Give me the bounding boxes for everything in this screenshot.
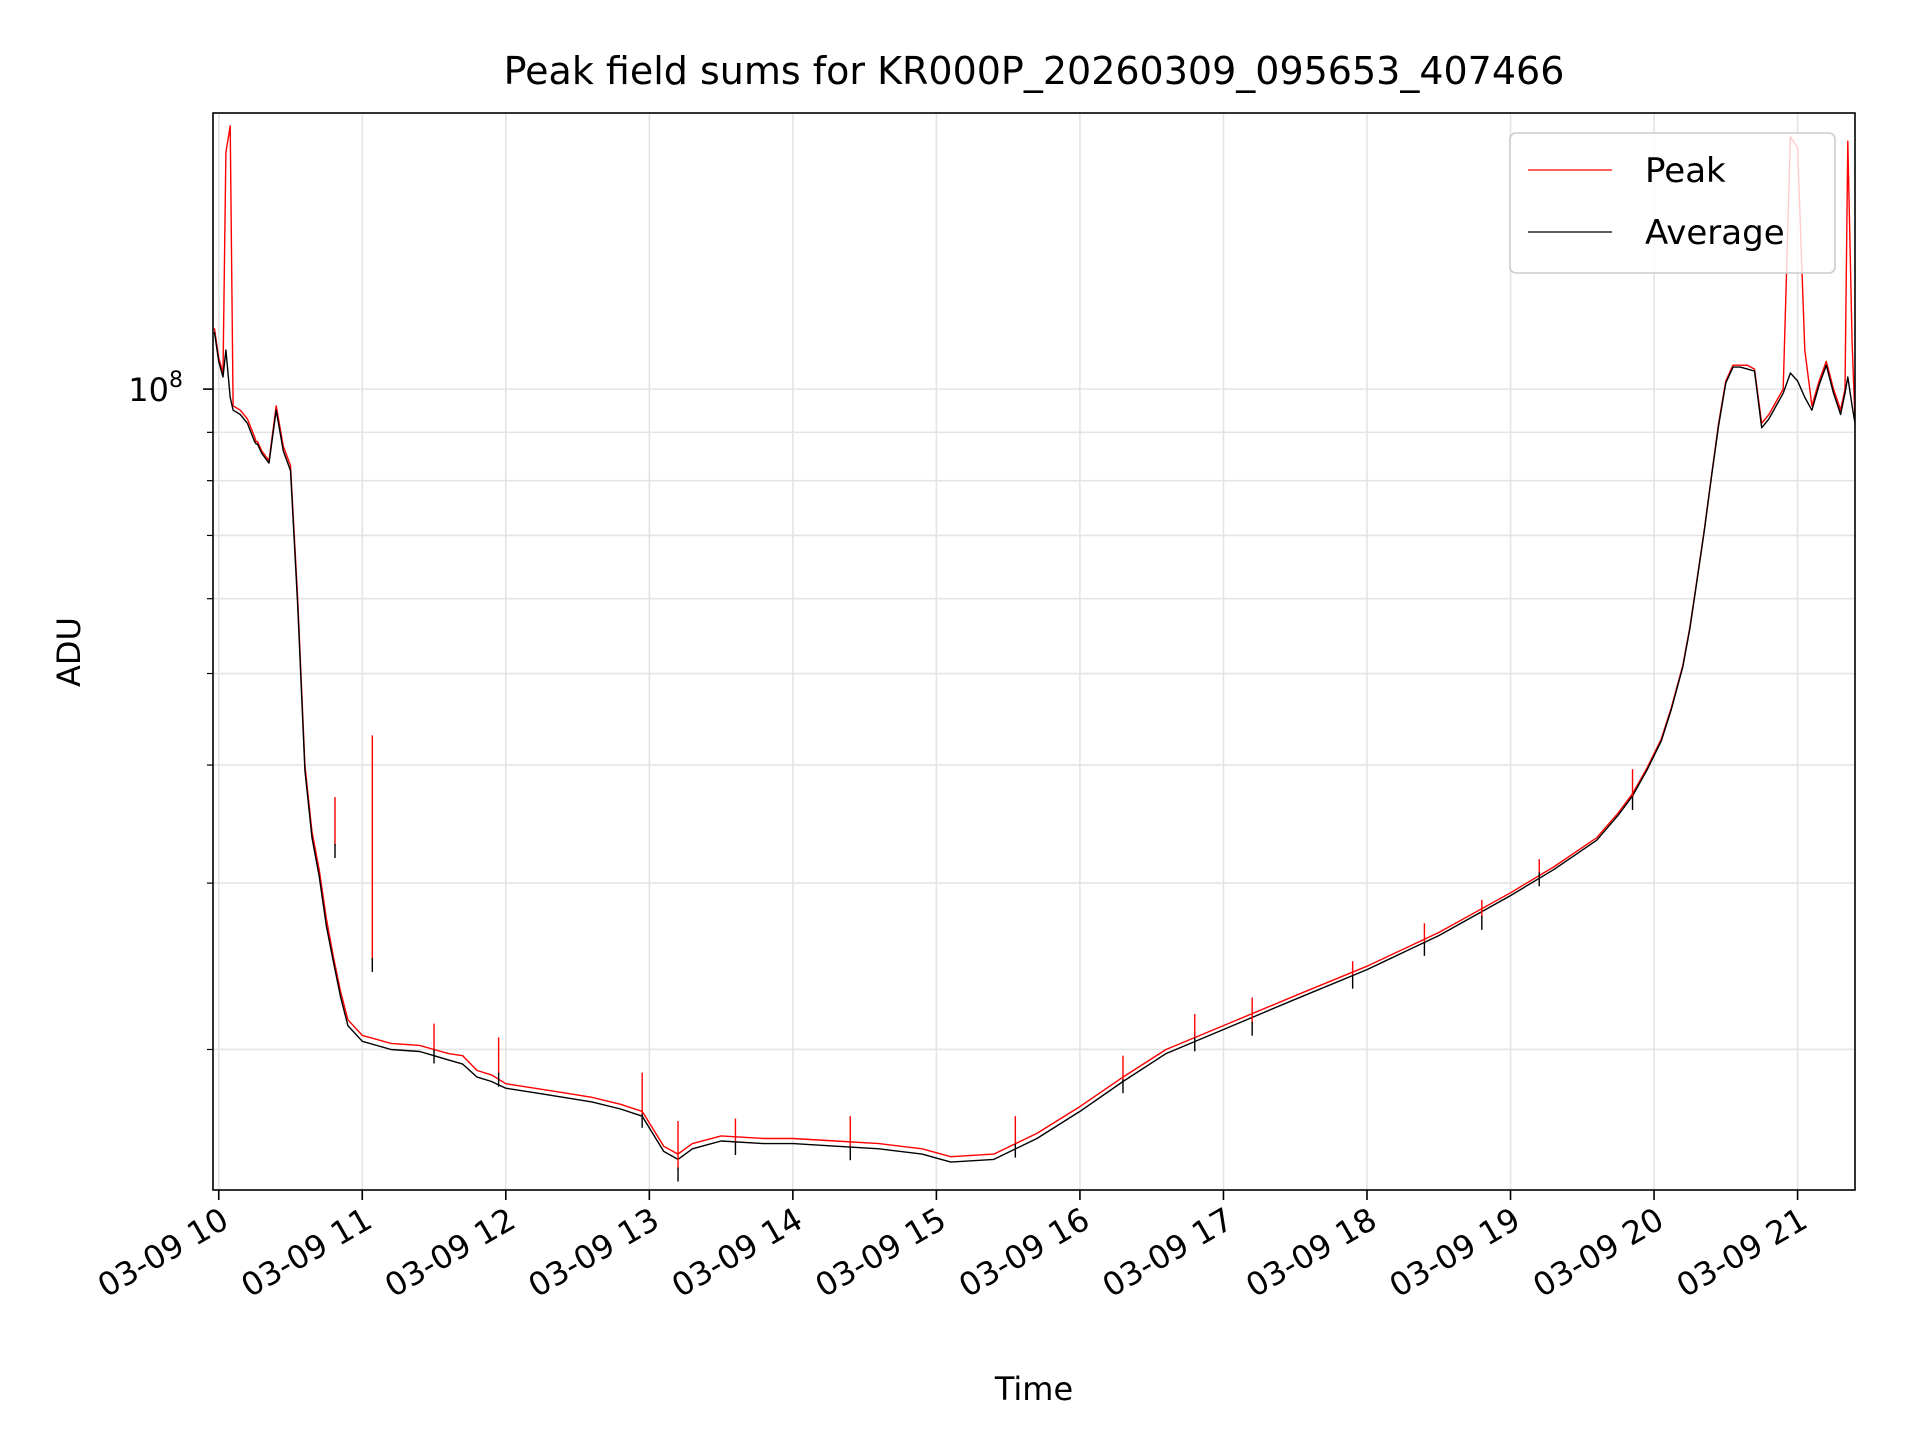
y-tick-label-exponent: 8	[169, 368, 183, 393]
x-axis-label: Time	[994, 1370, 1073, 1408]
legend: Peak Average	[1509, 132, 1836, 274]
legend-average-label: Average	[1645, 213, 1785, 253]
legend-box	[1509, 132, 1836, 274]
series-group	[213, 125, 1855, 1182]
chart-title: Peak field sums for KR000P_20260309_0956…	[504, 49, 1565, 93]
series-average-line	[213, 331, 1855, 1163]
y-axis-label: ADU	[50, 617, 88, 687]
series-layer	[213, 125, 1855, 1182]
plot-frame	[212, 112, 1856, 1191]
legend-peak-label: Peak	[1645, 151, 1726, 191]
grid-layer	[213, 113, 1855, 1190]
